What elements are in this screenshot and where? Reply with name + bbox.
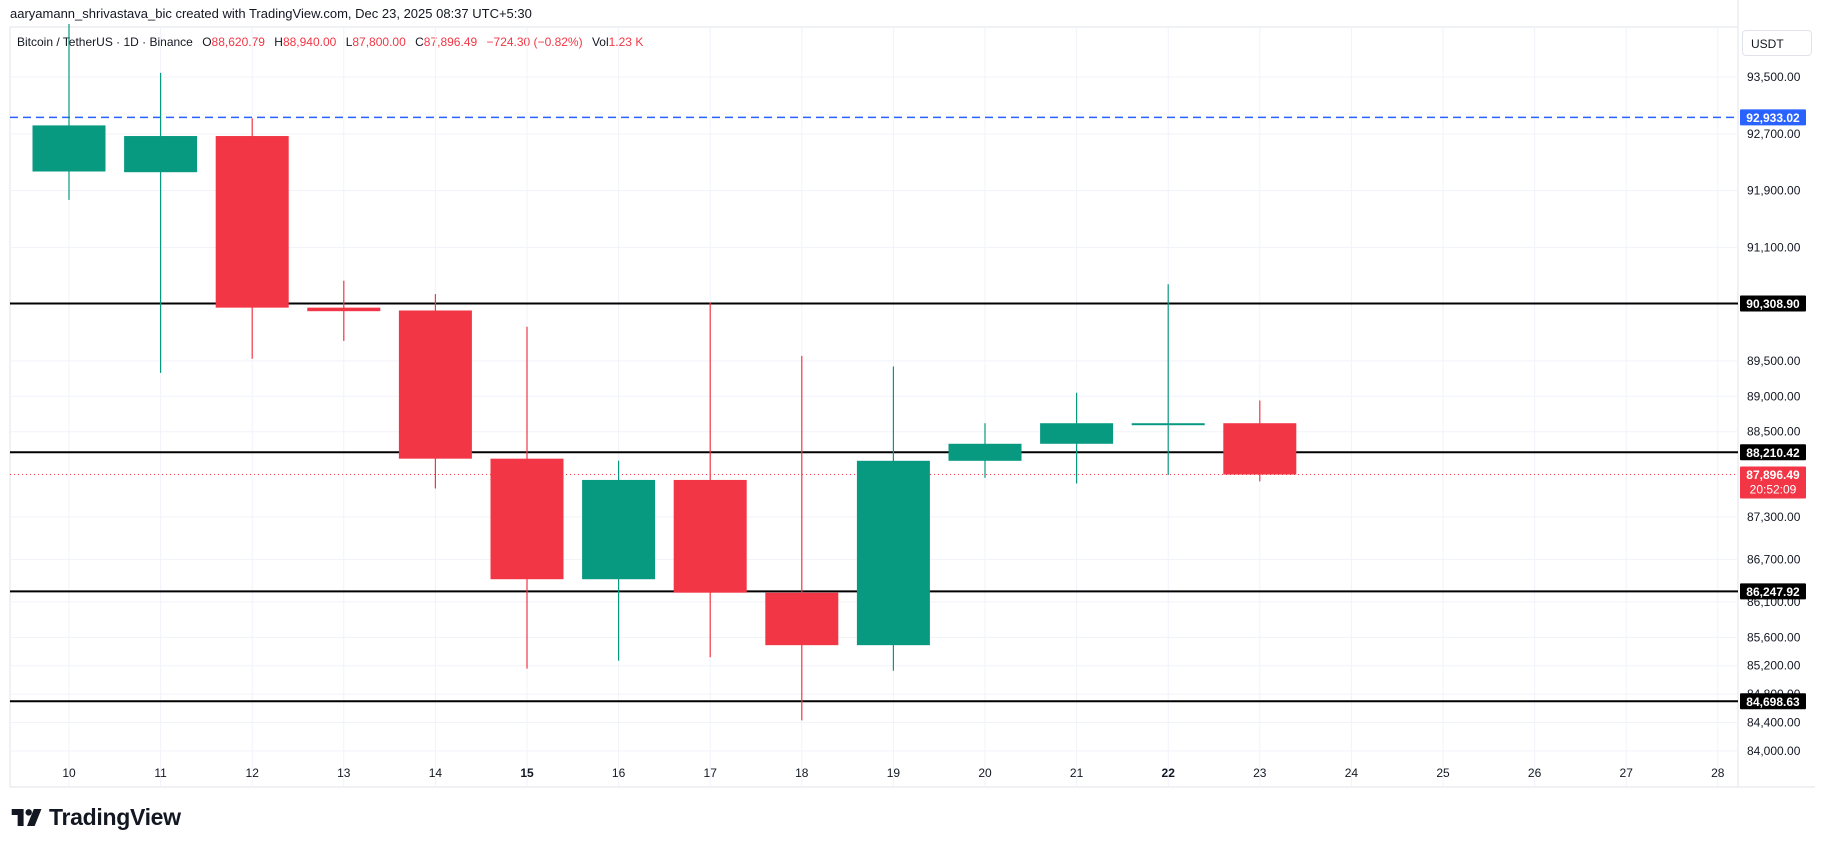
candle-body [673,479,747,593]
tradingview-logo-icon [11,809,42,826]
price-tick-label: 85,200.00 [1747,659,1801,673]
price-badges: 92,933.02 90,308.90 88,210.42 86,247.92 84,6… [1740,109,1806,710]
currency-button[interactable]: USDT [1742,30,1812,56]
candle-body [948,443,1022,461]
open-value: 88,620.79 [211,35,265,49]
low-label: L [345,35,353,49]
chart-attribution: aaryamann_shrivastava_bic created with T… [10,6,532,21]
time-tick-label: 28 [1711,766,1725,780]
high-label: H [274,35,283,49]
last-price-badge: 87,896.49 [1746,468,1800,482]
price-tick-label: 92,700.00 [1747,127,1801,141]
low-value: 87,800.00 [352,35,406,49]
bar-countdown: 20:52:09 [1750,483,1797,497]
close-label: C [415,35,424,49]
price-tick-label: 85,600.00 [1747,630,1801,644]
time-tick-label: 27 [1620,766,1634,780]
candles [32,24,1297,721]
time-tick-label: 13 [337,766,351,780]
candle-body [765,592,839,646]
time-tick-label: 22 [1162,766,1176,780]
candle-body [307,307,381,312]
price-tick-label: 84,000.00 [1747,744,1801,758]
brand-name: TradingView [49,804,181,830]
volume-value: 1.23 K [608,35,644,49]
candle-body [124,136,198,173]
symbol-name: Bitcoin / TetherUS · 1D · Binance [17,35,193,49]
candle-body [398,310,472,459]
time-tick-label: 14 [429,766,443,780]
level-price-badge: 88,210.42 [1746,446,1800,460]
price-tick-label: 91,100.00 [1747,240,1801,254]
time-tick-label: 18 [795,766,809,780]
time-tick-label: 12 [246,766,260,780]
time-tick-label: 11 [154,766,167,780]
time-tick-label: 25 [1436,766,1450,780]
last-price-badge-bg [1740,466,1806,499]
level-price-badge: 90,308.90 [1746,297,1800,311]
level-price-badge-bg [1740,295,1806,312]
time-tick-label: 23 [1253,766,1267,780]
time-tick-label: 17 [704,766,718,780]
dashed-level-badge-bg [1740,109,1806,126]
symbol-legend: Bitcoin / TetherUS · 1D · Binance O88,62… [17,35,643,49]
candle-body [582,479,656,580]
candle-body [856,460,930,646]
price-tick-label: 93,500.00 [1747,70,1801,84]
price-tick-label: 84,400.00 [1747,715,1801,729]
open-label: O [202,35,212,49]
time-tick-label: 24 [1345,766,1359,780]
candle-body [215,136,289,308]
candle-body [1131,423,1205,426]
time-tick-label: 19 [887,766,901,780]
tradingview-logo[interactable]: TradingView [11,804,181,831]
level-price-badge: 86,247.92 [1746,585,1800,599]
level-price-badge: 84,698.63 [1746,695,1800,709]
level-price-badge-bg [1740,583,1806,600]
candle-body [1040,423,1114,444]
dashed-level-badge: 92,933.02 [1746,111,1800,125]
change-value: −724.30 (−0.82%) [486,35,583,49]
high-value: 88,940.00 [282,35,337,49]
time-tick-label: 26 [1528,766,1542,780]
level-price-badge-bg [1740,693,1806,710]
candle-body [490,458,564,580]
price-tick-label: 88,500.00 [1747,425,1801,439]
time-tick-label: 21 [1070,766,1084,780]
time-tick-label: 10 [62,766,76,780]
close-value: 87,896.49 [423,35,478,49]
candle-body [32,125,106,172]
time-axis: 10 11 12 13 14 15 16 17 18 19 20 21 22 23 24 25 26 27 28 [62,766,1724,780]
price-tick-label: 89,000.00 [1747,389,1801,403]
price-tick-label: 87,300.00 [1747,510,1801,524]
volume-label: Vol [591,35,609,49]
time-tick-label: 20 [978,766,992,780]
candle-body [1223,423,1297,475]
price-tick-label: 86,700.00 [1747,552,1801,566]
time-tick-label: 16 [612,766,626,780]
time-tick-label: 15 [520,766,534,780]
price-tick-label: 89,500.00 [1747,354,1801,368]
price-tick-label: 91,900.00 [1747,184,1801,198]
price-axis: 93,500.00 92,700.00 91,900.00 91,100.00 89,5… [1747,70,1801,758]
level-price-badge-bg [1740,444,1806,461]
